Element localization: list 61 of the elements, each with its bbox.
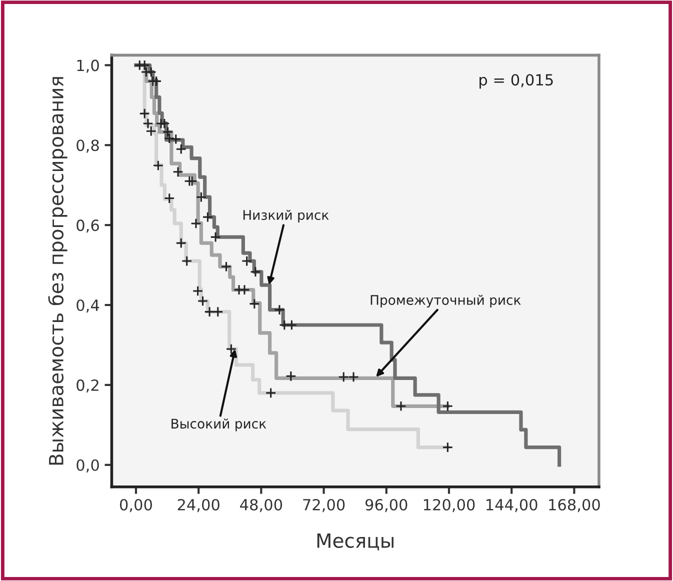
- annotation: Промежуточный риск: [370, 294, 521, 308]
- point: [239, 284, 250, 296]
- annotation: p = 0,015: [480, 74, 553, 89]
- point: [186, 176, 198, 187]
- point: [442, 442, 454, 453]
- y-axis-title: Выживаемость без прогрессирования: [48, 77, 68, 465]
- annotation: Высокий риск: [172, 418, 266, 432]
- point: [139, 108, 150, 119]
- point: [226, 344, 237, 354]
- point: [158, 118, 170, 129]
- x-tick-label: 168,00: [549, 498, 600, 512]
- annotation: Низкий риск: [243, 210, 329, 223]
- point: [181, 256, 192, 266]
- point: [338, 372, 350, 382]
- point: [248, 298, 260, 310]
- x-axis-title: Месяцы: [317, 534, 394, 550]
- point: [146, 126, 157, 137]
- point: [150, 76, 162, 87]
- x-tick-label: 24,00: [178, 498, 220, 512]
- x-tick-label: 120,00: [424, 498, 475, 512]
- point: [172, 166, 184, 178]
- y-tick-label: 0,2: [76, 379, 98, 393]
- point: [197, 296, 208, 306]
- point: [250, 266, 261, 278]
- y-tick-label: 0,6: [76, 220, 99, 233]
- point: [192, 286, 204, 296]
- point: [139, 60, 150, 71]
- point: [196, 192, 207, 203]
- point: [202, 212, 214, 222]
- point: [152, 160, 164, 171]
- point: [162, 126, 174, 138]
- point: [278, 320, 290, 330]
- point: [286, 320, 298, 330]
- point: [274, 304, 285, 316]
- point: [204, 306, 215, 318]
- point: [146, 66, 157, 78]
- y-tick-label: 0,8: [76, 140, 99, 153]
- x-tick-label: 48,00: [240, 498, 282, 512]
- point: [442, 400, 454, 412]
- x-tick-label: 96,00: [365, 498, 408, 512]
- point: [396, 400, 406, 412]
- point: [348, 372, 359, 382]
- y-tick-label: 0,4: [76, 299, 100, 313]
- point: [164, 132, 175, 144]
- x-tick-label: 72,00: [303, 498, 345, 512]
- point: [212, 306, 224, 318]
- point: [220, 261, 232, 272]
- point: [164, 192, 175, 204]
- point: [176, 238, 187, 248]
- y-tick-label: 0,0: [76, 459, 99, 472]
- x-tick-label: 0,00: [120, 498, 152, 512]
- point: [176, 144, 187, 155]
- x-tick-label: 144,00: [486, 498, 538, 512]
- point: [265, 388, 276, 398]
- point: [170, 134, 182, 145]
- point: [142, 118, 154, 129]
- point: [190, 218, 202, 229]
- y-tick-label: 1,0: [77, 60, 99, 73]
- point: [241, 256, 252, 266]
- point: [285, 370, 296, 382]
- point: [210, 232, 221, 242]
